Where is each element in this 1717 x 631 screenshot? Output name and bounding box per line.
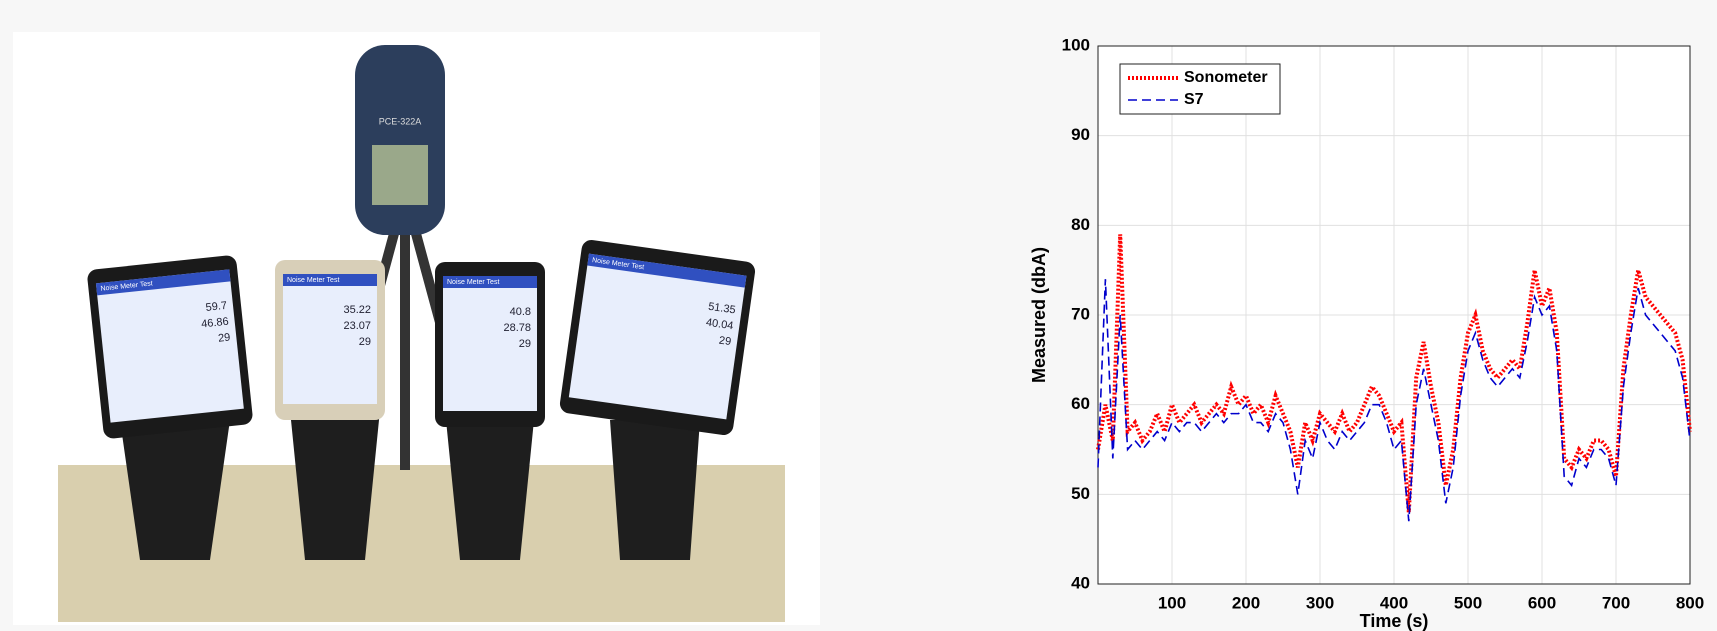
app-bar [443,276,537,288]
x-axis-label: Time (s) [1360,611,1429,631]
phone: Noise Meter Test 35.22 23.07 29 [275,260,385,420]
reading: 28.78 [503,322,531,334]
y-tick-label: 40 [1071,573,1090,592]
app-bar [283,274,377,286]
photo: PCE-322A Noise Meter Test59.746.8629Nois… [13,32,820,625]
x-tick-label: 100 [1158,593,1186,612]
reading: 46.86 [201,316,230,331]
app-title: Noise Meter Test [447,279,499,286]
y-tick-label: 80 [1071,215,1090,234]
legend-label: Sonometer [1184,69,1268,86]
x-tick-label: 300 [1306,593,1334,612]
y-tick-label: 50 [1071,484,1090,503]
y-tick-label: 90 [1071,125,1090,144]
series-line [1096,234,1692,513]
reading: 35.22 [343,304,371,316]
reading: 40.04 [705,317,734,333]
app-bar [95,269,231,296]
meter-display [372,145,428,205]
y-tick-label: 100 [1062,35,1090,54]
phone: Noise Meter Test 40.8 28.78 29 [435,262,545,427]
reading: 59.7 [205,300,228,314]
plot-frame [1097,45,1691,585]
phone-screen [443,276,537,411]
meter-label: PCE-322A [379,116,422,126]
phone-screen [95,269,244,423]
reading: 51.35 [707,301,736,317]
x-tick-label: 500 [1454,593,1482,612]
x-tick-label: 700 [1602,593,1630,612]
reading: 23.07 [343,320,371,332]
reading: 29 [359,336,371,348]
app-bar [587,253,747,288]
app-title: Noise Meter Test [287,277,339,284]
y-tick-label: 60 [1071,394,1090,413]
reading: 29 [519,338,531,350]
reading: 29 [718,335,732,349]
x-tick-label: 800 [1676,593,1704,612]
y-axis-label: Measured (dbA) [1029,247,1049,383]
phone-screen [568,253,747,420]
x-tick-label: 600 [1528,593,1556,612]
reading: 40.8 [510,306,531,318]
phone-screen [283,274,377,404]
x-tick-label: 400 [1380,593,1408,612]
series-line [1097,279,1691,522]
reading: 29 [218,332,231,345]
y-tick-label: 70 [1071,304,1090,323]
chart: 40 50 60 70 80 90 100 100 200 300 400 500 600 700 800 T… [1029,35,1704,630]
legend-label: S7 [1184,91,1204,108]
legend-box [1119,63,1281,115]
sound-meter [355,45,445,235]
x-tick-label: 200 [1232,593,1260,612]
